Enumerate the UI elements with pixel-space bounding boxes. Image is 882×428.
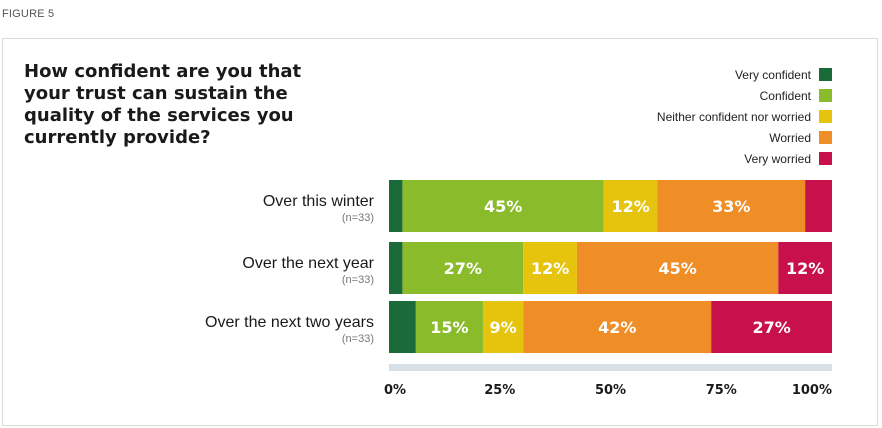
legend-swatch [819,68,832,81]
x-tick-label: 75% [706,383,737,398]
bar-segment [402,242,524,294]
bar-segment [523,301,712,353]
data-label: 33% [712,197,750,216]
legend-item-very-confident: Very confident [657,64,832,85]
data-label: 12% [611,197,649,216]
data-label: 12% [786,259,824,278]
bar-segment [657,180,806,232]
legend-item-confident: Confident [657,85,832,106]
x-tick-label: 25% [484,383,515,398]
bar-segment [402,180,604,232]
legend-label: Very worried [744,151,811,166]
data-label: 15% [430,318,468,337]
figure-panel [2,38,878,426]
x-tick-label: 0% [384,383,406,398]
legend-swatch [819,152,832,165]
chart-legend: Very confident Confident Neither confide… [657,64,832,169]
legend-swatch [819,110,832,123]
legend-item-neither: Neither confident nor worried [657,106,832,127]
bar-segment [523,242,577,294]
category-label: Over this winter [263,193,375,210]
bar-segment [389,242,403,294]
bar-segment [482,301,524,353]
x-tick-label: 100% [792,383,832,398]
data-label: 45% [658,259,696,278]
x-axis-band [389,364,832,371]
data-label: 9% [490,318,517,337]
figure-label: FIGURE 5 [2,8,55,20]
bar-segment [711,301,832,353]
category-label: Over the next two years [205,314,374,331]
data-label: 45% [484,197,522,216]
sample-size-label: (n=33) [342,212,374,224]
bar-segment [389,301,416,353]
sample-size-label: (n=33) [342,333,374,345]
bar-segment [389,180,403,232]
legend-swatch [819,89,832,102]
chart-title: How confident are you that your trust ca… [24,61,302,148]
bar-segment [576,242,779,294]
data-label: 27% [444,259,482,278]
sample-size-label: (n=33) [342,274,374,286]
legend-label: Worried [769,130,811,145]
legend-label: Neither confident nor worried [656,109,811,124]
bar-segment [415,301,483,353]
legend-label: Very confident [734,67,811,82]
bar-segment [603,180,658,232]
data-label: 42% [598,318,636,337]
x-tick-label: 50% [595,383,626,398]
legend-label: Confident [759,88,811,103]
data-label: 12% [531,259,569,278]
category-label: Over the next year [242,255,374,272]
legend-item-very-worried: Very worried [657,148,832,169]
legend-item-worried: Worried [657,127,832,148]
bar-segment [778,242,832,294]
legend-swatch [819,131,832,144]
bar-segment [805,180,832,232]
data-label: 27% [752,318,790,337]
